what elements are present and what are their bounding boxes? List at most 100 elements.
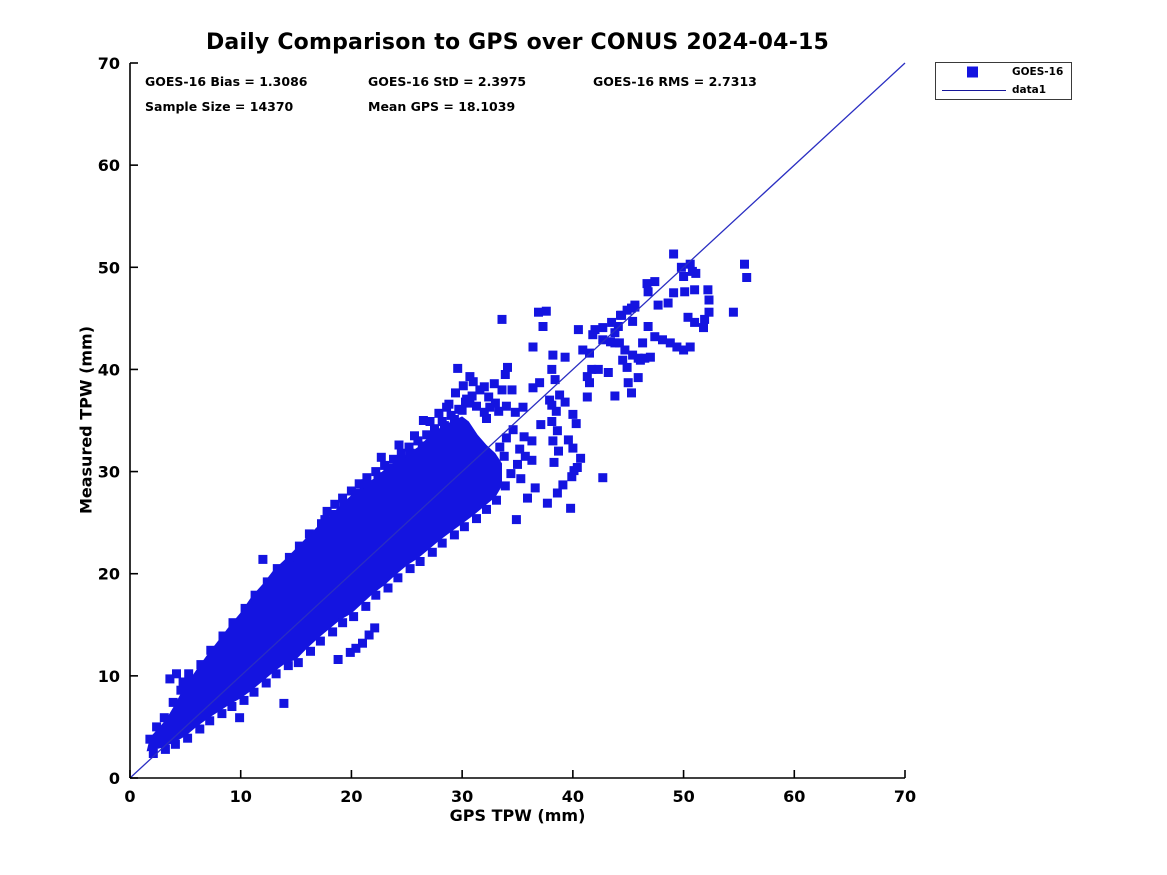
scatter-point [218,631,228,641]
scatter-point [459,522,469,532]
legend-line-icon [942,90,1006,91]
scatter-point [183,733,193,743]
scatter-point [560,352,570,362]
scatter-point [330,499,340,509]
scatter-point [205,716,215,726]
scatter-point [293,658,303,668]
scatter-point [545,395,555,405]
scatter-point [227,702,237,711]
scatter-point [484,392,494,402]
scatter-point [393,573,403,583]
scatter-point [663,298,673,308]
scatter-point [630,300,640,310]
scatter-point [261,678,271,688]
scatter-point [680,287,690,297]
scatter-point [172,669,181,679]
scatter-point [239,695,249,705]
scatter-point [472,401,481,411]
scatter-point [620,345,630,355]
scatter-point [501,401,511,411]
scatter-point [361,479,371,489]
scatter-point [560,397,570,407]
scatter-point [176,685,186,695]
scatter-point [563,435,573,445]
scatter-point [555,390,565,400]
y-axis-label: Measured TPW (mm) [76,325,96,515]
scatter-point [249,687,259,697]
scatter-point [519,432,529,442]
scatter-point [217,709,227,719]
scatter-point [453,363,463,373]
scatter-point [186,675,196,685]
scatter-point [165,674,175,684]
scatter-point [495,442,505,452]
scatter-point [503,362,512,372]
scatter-point [587,364,597,374]
scatter-point [338,618,348,628]
scatter-point [437,417,447,426]
scatter-point [462,394,472,404]
scatter-point [645,352,655,362]
scatter-point [547,417,557,426]
scatter-point [590,325,600,335]
scatter-point [467,391,477,401]
legend-label-goes16: GOES-16 [1012,66,1064,78]
scatter-point [195,724,205,734]
scatter-point [413,436,423,446]
scatter-point [383,583,393,593]
stat-mean-gps: Mean GPS = 18.1039 [368,99,516,114]
scatter-point [610,328,620,338]
scatter-point [508,425,518,435]
scatter-point [622,362,632,372]
plot-title: Daily Comparison to GPS over CONUS 2024-… [205,30,830,55]
scatter-point [284,552,294,562]
scatter-point [196,660,206,670]
scatter-point [527,436,537,446]
scatter-point [417,441,427,451]
scatter-point [547,364,557,374]
scatter-point [364,630,374,640]
scatter-point [618,355,628,365]
scatter-point [395,455,405,465]
stat-bias: GOES-16 Bias = 1.3086 [145,74,308,89]
scatter-point [159,713,169,723]
scatter-point [482,414,491,423]
scatter-point [617,310,627,320]
scatter-point [610,391,620,401]
scatter-point [304,529,314,539]
legend-label-data1: data1 [1012,84,1047,96]
scatter-point [425,417,435,426]
scatter-point [485,402,495,412]
scatter-point [489,379,499,389]
scatter-point [568,409,578,419]
scatter-point [598,473,608,483]
scatter-point [585,378,594,388]
scatter-point [396,448,406,458]
scatter-point [690,285,700,295]
scatter-point [492,495,501,505]
scatter-point [528,342,538,352]
scatter-point [405,564,415,574]
y-tick-label: 50 [98,258,120,277]
scatter-point [704,295,714,305]
legend: GOES-16 data1 [935,62,1072,100]
scatter-point [669,288,679,298]
scatter-point [458,381,468,391]
scatter-point [534,307,543,317]
scatter-point [338,493,348,503]
scatter-point [547,400,557,410]
scatter-point [536,420,546,430]
scatter-point [235,713,245,723]
scatter-point [523,493,532,503]
scatter-point [576,453,586,463]
scatter-point [571,419,581,429]
scatter-point [549,457,559,467]
scatter-point [582,372,592,382]
scatter-point [685,342,695,352]
scatter-point [479,382,489,392]
scatter-point [535,378,545,388]
scatter-point [373,472,383,482]
scatter-point [494,406,504,416]
scatter-point [279,698,289,708]
